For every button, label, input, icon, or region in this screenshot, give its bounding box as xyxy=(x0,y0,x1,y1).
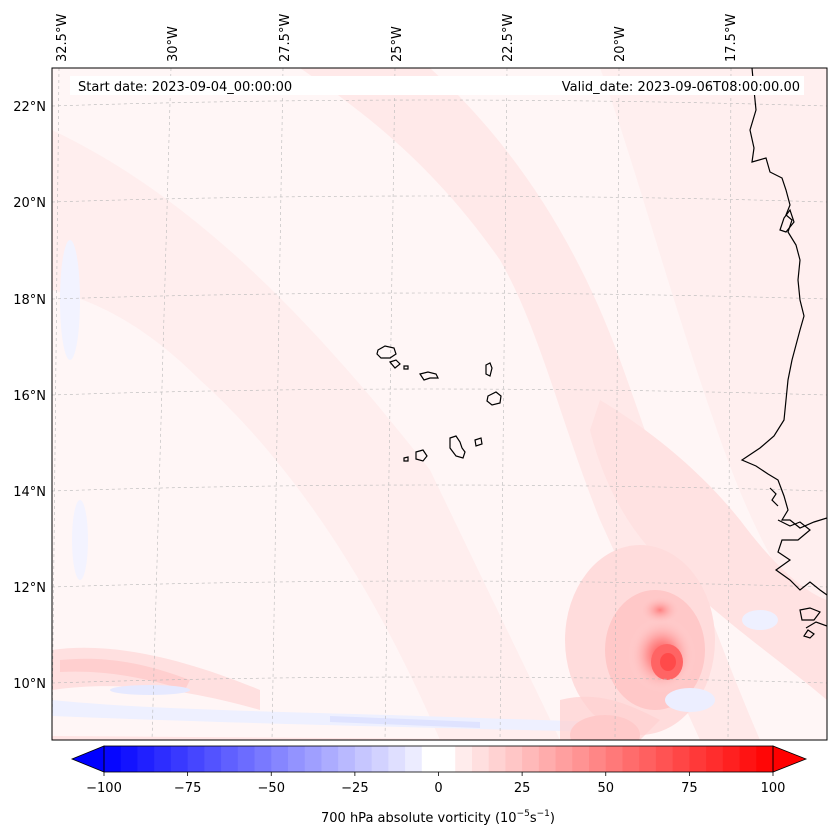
colorbar-segment xyxy=(739,746,757,772)
colorbar-tick-label: 50 xyxy=(597,781,614,796)
lon-label-32-5w: 32.5°W xyxy=(55,14,70,62)
colorbar-segment xyxy=(438,746,456,772)
colorbar-segment xyxy=(154,746,172,772)
lat-label-20n: 20°N xyxy=(13,196,46,211)
colorbar-label: 700 hPa absolute vorticity (10−5s−1) xyxy=(321,809,555,826)
lat-label-22n: 22°N xyxy=(13,100,46,115)
colorbar-tick-label: −25 xyxy=(341,781,368,796)
colorbar-segment xyxy=(555,746,573,772)
colorbar-extend-max xyxy=(772,745,808,773)
colorbar-segment xyxy=(455,746,473,772)
graticule xyxy=(52,68,827,740)
colorbar-ticks: −100 −75 −50 −25 0 25 50 75 100 xyxy=(86,772,785,796)
lon-label-22-5w: 22.5°W xyxy=(501,14,516,62)
lat-label-12n: 12°N xyxy=(13,581,46,596)
lon-label-20w: 20°W xyxy=(613,26,628,62)
lat-label-14n: 14°N xyxy=(13,485,46,500)
colorbar-segment xyxy=(237,746,256,772)
colorbar-segment xyxy=(505,746,523,772)
island-fogo xyxy=(415,449,428,462)
lat-label-18n: 18°N xyxy=(13,293,46,308)
valid-date-text: Valid_date: 2023-09-06T08:00:00.00 xyxy=(562,80,800,95)
island-santo-antao xyxy=(376,345,397,359)
colorbar-segment xyxy=(488,746,507,772)
colorbar: −100 −75 −50 −25 0 25 50 75 100 700 hPa absolute… xyxy=(70,745,808,826)
colorbar-segment xyxy=(689,746,707,772)
colorbar-segment xyxy=(706,746,724,772)
colorbar-segment xyxy=(522,746,540,772)
colorbar-segment xyxy=(321,746,339,772)
colorbar-segment xyxy=(371,746,389,772)
island-santa-luzia xyxy=(403,365,409,370)
colorbar-segment xyxy=(605,746,624,772)
island-boa-vista xyxy=(486,391,502,406)
colorbar-segment xyxy=(538,746,557,772)
colorbar-segment xyxy=(655,746,674,772)
colorbar-segment xyxy=(572,746,590,772)
colorbar-segment xyxy=(338,746,356,772)
lon-label-25w: 25°W xyxy=(390,26,405,62)
island-sao-nicolau xyxy=(419,371,439,381)
island-brava xyxy=(403,456,409,462)
colorbar-segment xyxy=(254,746,272,772)
colorbar-segment xyxy=(622,746,640,772)
colorbar-segment xyxy=(271,746,289,772)
colorbar-segment xyxy=(672,746,690,772)
colorbar-segment xyxy=(104,746,122,772)
island-sal xyxy=(485,362,493,377)
lon-label-27-5w: 27.5°W xyxy=(278,14,293,62)
colorbar-segment xyxy=(388,746,406,772)
africa-coastline xyxy=(740,68,827,529)
vorticity-field xyxy=(52,68,827,740)
colorbar-segment xyxy=(221,746,239,772)
colorbar-tick-label: −50 xyxy=(258,781,285,796)
colorbar-tick-label: 25 xyxy=(514,781,531,796)
colorbar-segment xyxy=(120,746,139,772)
lat-label-16n: 16°N xyxy=(13,389,46,404)
colorbar-extend-min xyxy=(70,745,105,773)
colorbar-segment xyxy=(756,746,774,772)
colorbar-segment xyxy=(421,746,440,772)
colorbar-segment xyxy=(471,746,490,772)
colorbar-segment xyxy=(304,746,323,772)
island-santiago xyxy=(449,435,466,459)
map-border xyxy=(51,67,828,741)
lon-label-17-5w: 17.5°W xyxy=(724,14,739,62)
colorbar-segment xyxy=(287,746,306,772)
colorbar-segment xyxy=(639,746,657,772)
lat-label-10n: 10°N xyxy=(13,677,46,692)
colorbar-segment xyxy=(589,746,607,772)
colorbar-segments xyxy=(104,746,774,772)
colorbar-segment xyxy=(722,746,741,772)
header-info: Start date: 2023-09-04_00:00:00 Valid_da… xyxy=(70,76,804,95)
colorbar-tick-label: −75 xyxy=(174,781,201,796)
island-maio xyxy=(474,437,483,447)
longitude-labels: 32.5°W 30°W 27.5°W 25°W 22.5°W 20°W 17.5… xyxy=(55,14,739,62)
colorbar-tick-label: 75 xyxy=(681,781,698,796)
colorbar-segment xyxy=(137,746,155,772)
coastlines xyxy=(376,68,827,639)
island-sao-vicente xyxy=(388,359,401,369)
colorbar-segment xyxy=(170,746,189,772)
colorbar-tick-label: 100 xyxy=(761,781,786,796)
latitude-labels: 22°N 20°N 18°N 16°N 14°N 12°N 10°N xyxy=(13,100,46,692)
lon-label-30w: 30°W xyxy=(166,26,181,62)
colorbar-segment xyxy=(204,746,222,772)
colorbar-segment xyxy=(187,746,205,772)
colorbar-segment xyxy=(354,746,373,772)
colorbar-tick-label: 0 xyxy=(434,781,442,796)
colorbar-tick-label: −100 xyxy=(86,781,122,796)
colorbar-segment xyxy=(405,746,423,772)
start-date-text: Start date: 2023-09-04_00:00:00 xyxy=(78,80,292,95)
